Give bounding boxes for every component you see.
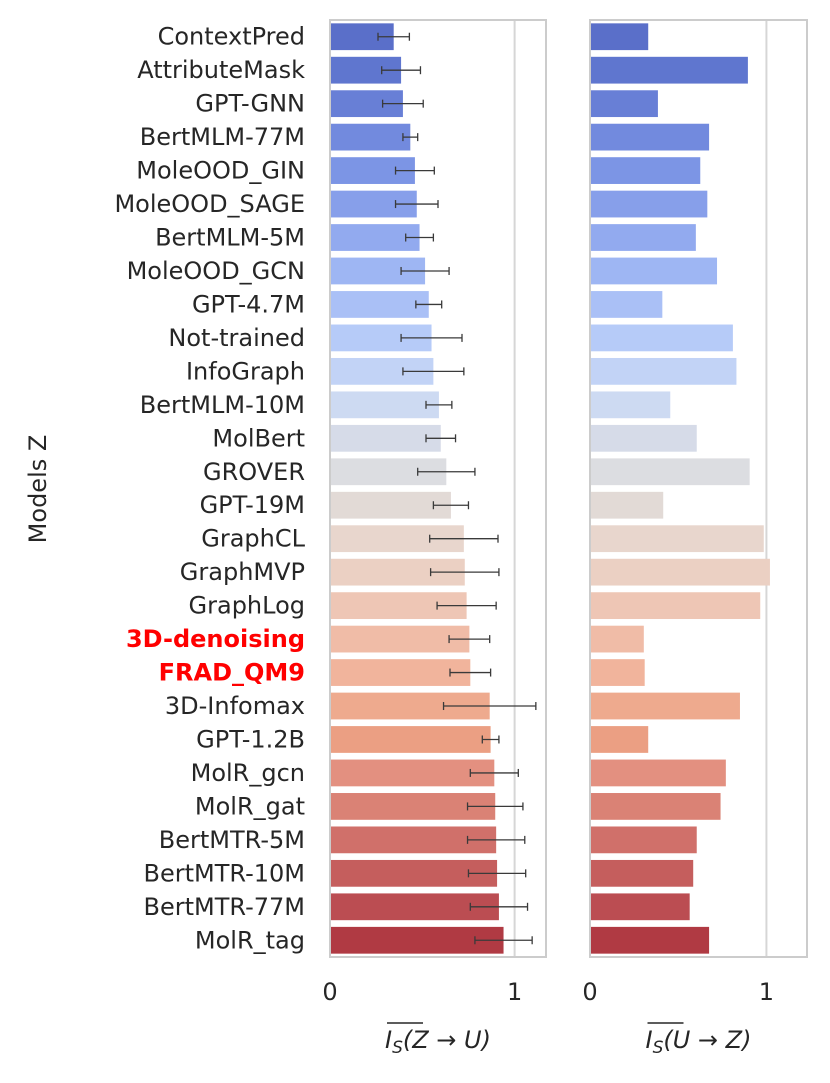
bar	[330, 424, 441, 452]
bar	[590, 123, 710, 151]
bar	[330, 659, 471, 686]
bar	[330, 726, 491, 753]
bar	[590, 291, 663, 318]
category-label: GPT-4.7M	[192, 290, 305, 318]
bar	[590, 726, 649, 753]
bar	[590, 692, 740, 720]
bar	[590, 793, 721, 820]
bar	[330, 123, 411, 151]
category-label: MolR_tag	[195, 926, 305, 954]
category-label: BertMLM-5M	[155, 224, 305, 252]
bar	[330, 625, 470, 653]
category-label: BertMTR-10M	[144, 859, 305, 887]
category-label: GPT-19M	[200, 491, 305, 519]
category-label: GraphLog	[189, 592, 305, 620]
x-tick-label: 1	[759, 978, 774, 1006]
bar	[590, 659, 645, 686]
bar	[590, 926, 710, 954]
category-label: GraphMVP	[180, 558, 305, 586]
bar	[590, 157, 701, 184]
bar	[590, 893, 690, 921]
bar	[590, 491, 664, 519]
bar	[590, 224, 696, 251]
category-label: BertMTR-5M	[159, 826, 305, 854]
y-axis-label: Models Z	[24, 435, 52, 544]
bar	[330, 759, 495, 787]
category-label: MoleOOD_GCN	[127, 257, 305, 285]
plot-frame	[329, 19, 547, 958]
category-label: MoleOOD_GIN	[136, 157, 305, 185]
category-label: FRAD_QM9	[159, 659, 305, 687]
subplot-2: 0 1IS(U → Z)	[582, 19, 808, 1058]
x-tick-label: 0	[582, 978, 597, 1006]
category-label: AttributeMask	[137, 56, 305, 84]
category-label: BertMTR-77M	[144, 893, 305, 921]
category-label: InfoGraph	[186, 357, 305, 385]
category-label: GPT-GNN	[195, 90, 305, 118]
bar	[590, 859, 694, 887]
x-axis-label: IS(U → Z)	[646, 1026, 752, 1058]
bar	[590, 625, 644, 653]
bar	[590, 324, 733, 352]
x-tick-label: 0	[322, 978, 337, 1006]
category-label: BertMLM-77M	[140, 123, 305, 151]
category-label: MolBert	[212, 424, 305, 452]
bar	[590, 391, 671, 419]
bar	[590, 90, 658, 118]
category-label: MolR_gcn	[191, 759, 305, 787]
bar	[590, 56, 748, 84]
category-label: 3D-Infomax	[165, 692, 305, 720]
bar	[330, 391, 439, 419]
category-label: GraphCL	[201, 525, 305, 553]
bar	[590, 525, 764, 553]
subplot-1: 0 1 IS(Z → U)	[322, 19, 547, 1058]
x-tick-label: 1	[507, 978, 522, 1006]
category-label: BertMLM-10M	[140, 391, 305, 419]
bar	[330, 291, 429, 318]
category-label: MolR_gat	[195, 792, 305, 820]
bar	[590, 424, 697, 452]
category-label: MoleOOD_SAGE	[114, 190, 305, 218]
bar	[590, 190, 708, 218]
bar	[590, 826, 697, 854]
bar	[590, 458, 750, 486]
plot-frame	[589, 19, 808, 958]
category-label: ContextPred	[158, 23, 305, 51]
category-label: Not-trained	[168, 324, 305, 352]
category-label: GROVER	[203, 458, 305, 486]
bar	[590, 23, 649, 51]
bar	[590, 357, 737, 385]
bar	[330, 491, 451, 519]
bar	[590, 558, 770, 586]
category-label: GPT-1.2B	[196, 725, 305, 753]
x-axis-label: IS(Z → U)	[385, 1026, 491, 1058]
bar	[590, 592, 761, 620]
bar	[590, 759, 726, 787]
bar	[590, 257, 718, 285]
bar	[330, 224, 420, 251]
category-label: 3D-denoising	[126, 625, 305, 653]
